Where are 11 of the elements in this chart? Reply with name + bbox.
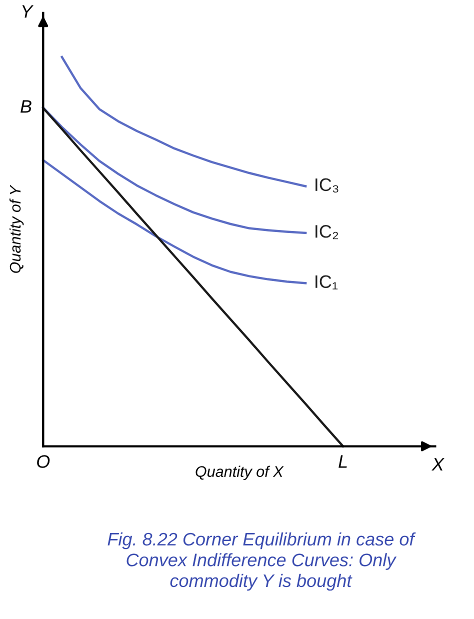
y-axis-title: Quantity of Y [9,184,24,273]
text: Y [22,5,34,18]
text: Fig. 8.22 Corner Equilibrium in case of Convex Indifference Curves: Only commodity Y is bought [108,532,416,591]
text: O [37,455,50,468]
series-label: IC₁ [316,275,338,290]
x-axis-title: Quantity of X [196,466,284,480]
series-label: IC₃ [316,178,338,193]
text: X [432,458,444,470]
text: B [20,100,32,113]
text: L [338,455,347,468]
series-label: IC₂ [316,225,338,240]
